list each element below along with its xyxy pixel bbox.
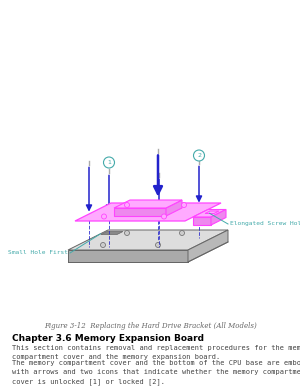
Circle shape [182, 203, 187, 208]
Polygon shape [114, 200, 182, 208]
Text: 2: 2 [197, 153, 201, 158]
Circle shape [161, 214, 166, 219]
Text: Elongated Screw Hole: Elongated Screw Hole [230, 222, 300, 227]
Text: 1: 1 [107, 160, 111, 165]
Polygon shape [101, 232, 123, 234]
Circle shape [194, 150, 205, 161]
Polygon shape [188, 230, 228, 262]
Text: This section contains removal and replacement procedures for the memory
compartm: This section contains removal and replac… [12, 345, 300, 360]
Polygon shape [211, 210, 226, 225]
Text: Figure 3-12  Replacing the Hard Drive Bracket (All Models): Figure 3-12 Replacing the Hard Drive Bra… [44, 322, 256, 330]
Text: The memory compartment cover and the bottom of the CPU base are embossed
with ar: The memory compartment cover and the bot… [12, 360, 300, 385]
Circle shape [100, 242, 106, 248]
Circle shape [155, 242, 160, 248]
Polygon shape [68, 230, 228, 250]
Polygon shape [193, 217, 211, 225]
Polygon shape [68, 250, 188, 262]
Circle shape [124, 203, 130, 208]
Polygon shape [166, 200, 182, 216]
Polygon shape [205, 211, 219, 213]
Polygon shape [114, 208, 166, 216]
Polygon shape [193, 210, 226, 217]
Circle shape [124, 230, 130, 236]
Polygon shape [75, 203, 221, 221]
Circle shape [101, 214, 106, 219]
Text: Small Hole First: Small Hole First [8, 251, 68, 256]
Circle shape [103, 157, 115, 168]
Circle shape [179, 230, 184, 236]
Text: Chapter 3.6 Memory Expansion Board: Chapter 3.6 Memory Expansion Board [12, 334, 204, 343]
